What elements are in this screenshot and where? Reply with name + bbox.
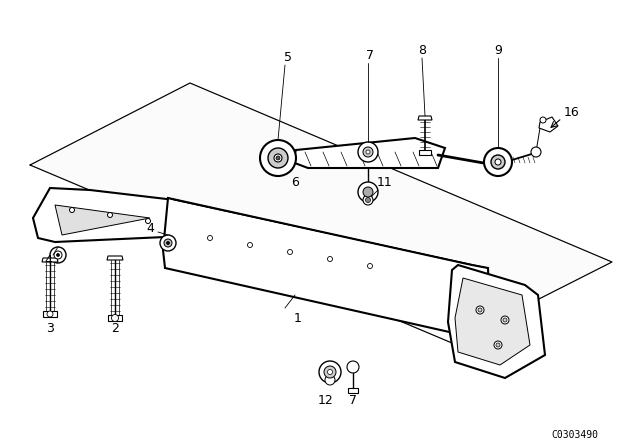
- Circle shape: [160, 235, 176, 251]
- Text: 8: 8: [418, 43, 426, 56]
- Circle shape: [145, 219, 150, 224]
- Polygon shape: [55, 205, 150, 235]
- Circle shape: [501, 316, 509, 324]
- Polygon shape: [107, 256, 123, 260]
- Polygon shape: [108, 315, 122, 321]
- Polygon shape: [43, 311, 57, 317]
- Text: 2: 2: [111, 322, 119, 335]
- Polygon shape: [163, 198, 490, 338]
- Polygon shape: [33, 188, 270, 252]
- Circle shape: [366, 150, 370, 154]
- Polygon shape: [292, 138, 445, 168]
- Polygon shape: [30, 83, 612, 343]
- Circle shape: [164, 239, 172, 247]
- Circle shape: [260, 140, 296, 176]
- Circle shape: [268, 148, 288, 168]
- Polygon shape: [168, 198, 488, 268]
- Circle shape: [274, 154, 282, 162]
- Text: 4: 4: [146, 221, 154, 234]
- Circle shape: [287, 250, 292, 254]
- Text: 1: 1: [294, 311, 302, 324]
- Polygon shape: [348, 388, 358, 393]
- Circle shape: [325, 375, 335, 385]
- Circle shape: [324, 366, 336, 378]
- Circle shape: [207, 236, 212, 241]
- Text: 7: 7: [366, 48, 374, 61]
- Text: 12: 12: [318, 393, 334, 406]
- Circle shape: [108, 212, 113, 217]
- Text: 5: 5: [284, 51, 292, 64]
- Circle shape: [503, 318, 507, 322]
- Polygon shape: [539, 117, 558, 132]
- Circle shape: [491, 155, 505, 169]
- Circle shape: [276, 156, 280, 160]
- Polygon shape: [419, 150, 431, 155]
- Text: 9: 9: [494, 43, 502, 56]
- Circle shape: [50, 247, 66, 263]
- Circle shape: [347, 361, 359, 373]
- Circle shape: [496, 343, 500, 347]
- Circle shape: [494, 341, 502, 349]
- Circle shape: [248, 242, 253, 247]
- Text: C0303490: C0303490: [552, 430, 598, 440]
- Circle shape: [358, 182, 378, 202]
- Circle shape: [478, 308, 482, 312]
- Circle shape: [319, 361, 341, 383]
- Circle shape: [365, 198, 371, 202]
- Circle shape: [47, 311, 53, 317]
- Circle shape: [111, 314, 118, 322]
- Circle shape: [54, 251, 62, 259]
- Circle shape: [166, 241, 170, 245]
- Text: 6: 6: [291, 176, 299, 189]
- Text: 7: 7: [349, 393, 357, 406]
- Circle shape: [358, 142, 378, 162]
- Polygon shape: [42, 258, 58, 262]
- Text: 4: 4: [44, 254, 52, 267]
- Polygon shape: [418, 116, 432, 120]
- Circle shape: [367, 263, 372, 268]
- Circle shape: [495, 159, 501, 165]
- Polygon shape: [448, 265, 545, 378]
- Text: 11: 11: [377, 176, 393, 189]
- Text: 3: 3: [46, 322, 54, 335]
- Circle shape: [363, 147, 373, 157]
- Circle shape: [363, 195, 373, 205]
- Circle shape: [56, 254, 60, 257]
- Circle shape: [328, 370, 333, 375]
- Text: 16: 16: [564, 105, 580, 119]
- Circle shape: [531, 147, 541, 157]
- Circle shape: [484, 148, 512, 176]
- Polygon shape: [455, 278, 530, 365]
- Circle shape: [363, 187, 373, 197]
- Circle shape: [70, 207, 74, 212]
- Circle shape: [540, 117, 546, 123]
- Circle shape: [476, 306, 484, 314]
- Circle shape: [328, 257, 333, 262]
